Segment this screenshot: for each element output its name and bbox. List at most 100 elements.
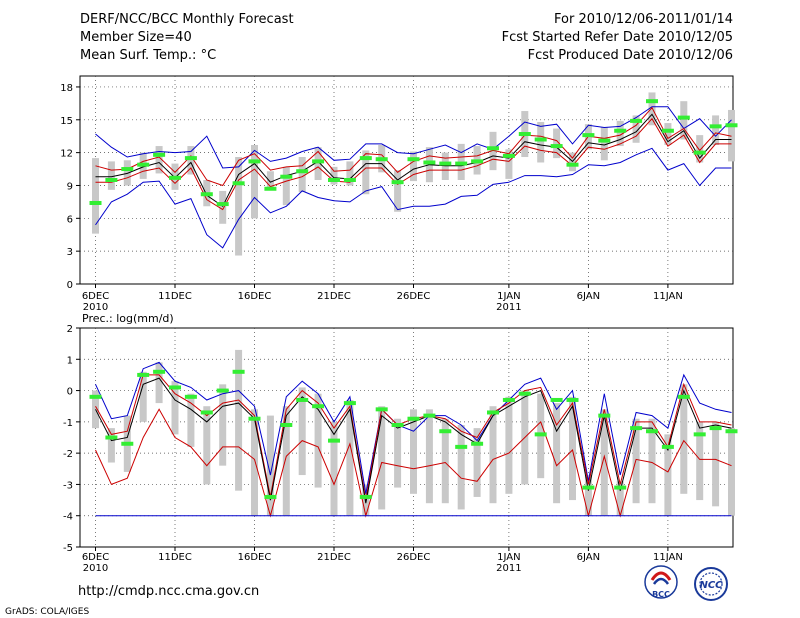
observed-marker	[359, 494, 372, 499]
x-tick-label: 11DEC	[158, 552, 192, 563]
spread-bar	[616, 120, 624, 147]
spread-bar	[600, 409, 608, 516]
x-tick-label: 6JAN	[577, 291, 600, 302]
spread-bar	[346, 399, 354, 516]
spread-bar	[664, 434, 672, 516]
spread-bar	[425, 409, 433, 504]
observed-marker	[502, 153, 515, 158]
observed-marker	[169, 175, 181, 180]
observed-marker	[359, 156, 372, 161]
spread-bar	[251, 144, 258, 219]
observed-marker	[328, 438, 340, 443]
spread-bar	[505, 149, 513, 179]
observed-marker	[264, 186, 277, 191]
observed-marker	[423, 160, 436, 165]
observed-marker	[677, 394, 690, 399]
spread-bar	[584, 475, 592, 516]
y-tick-label: -2	[63, 449, 73, 460]
observed-marker	[137, 162, 150, 167]
observed-marker	[534, 432, 547, 437]
footer-url[interactable]: http://cmdp.ncc.cma.gov.cn	[78, 584, 259, 599]
observed-marker	[646, 429, 658, 434]
spread-bar	[441, 152, 449, 180]
temp-panel-frame	[79, 75, 734, 285]
observed-marker	[264, 494, 277, 499]
x-tick-sublabel: 2010	[83, 563, 108, 574]
observed-marker	[137, 372, 150, 377]
x-tick-label: 16DEC	[238, 552, 272, 563]
spread-bar	[219, 190, 227, 224]
observed-marker	[709, 124, 722, 129]
header-line1-left: DERF/NCC/BCC Monthly Forecast	[80, 12, 294, 27]
spread-bar	[632, 115, 640, 143]
observed-marker	[232, 181, 245, 186]
observed-marker	[550, 144, 563, 149]
bcc-logo: BCC	[644, 565, 678, 599]
spread-bar	[203, 406, 211, 485]
observed-marker	[439, 161, 452, 166]
y-tick-label: 3	[67, 247, 73, 258]
x-tick-label: 26DEC	[397, 552, 431, 563]
y-tick-label: 6	[67, 214, 73, 225]
spread-bar	[680, 384, 688, 494]
x-tick-label: 21DEC	[317, 552, 351, 563]
x-tick-label: 6JAN	[577, 552, 600, 563]
x-tick-label: 16DEC	[238, 291, 272, 302]
observed-marker	[248, 159, 261, 164]
footer-credit: GrADS: COLA/IGES	[5, 607, 89, 617]
observed-marker	[407, 157, 420, 162]
spread-bar	[314, 393, 322, 488]
spread-bar	[235, 349, 243, 491]
observed-marker	[455, 444, 468, 449]
header-line3-right: Fcst Produced Date 2010/12/06	[528, 48, 733, 63]
observed-marker	[343, 401, 356, 406]
observed-marker	[709, 426, 722, 431]
y-tick-label: 2	[67, 324, 73, 335]
spread-bar	[171, 381, 179, 435]
observed-marker	[121, 441, 134, 446]
observed-marker	[598, 413, 611, 418]
spread-bar	[235, 157, 243, 256]
observed-marker	[614, 128, 627, 133]
y-tick-label: 1	[67, 355, 73, 366]
x-tick-label: 6DEC	[82, 552, 109, 563]
x-tick-label: 6DEC	[82, 291, 109, 302]
header-line3-left: Mean Surf. Temp.: °C	[80, 48, 216, 63]
observed-marker	[169, 385, 181, 390]
observed-marker	[280, 174, 293, 179]
observed-marker	[693, 150, 706, 155]
observed-marker	[693, 432, 706, 437]
y-tick-label: 9	[67, 181, 73, 192]
observed-marker	[439, 429, 452, 434]
spread-bar	[712, 421, 720, 507]
spread-bar	[378, 406, 386, 510]
spread-bar	[712, 115, 720, 145]
spread-bar	[298, 157, 306, 193]
observed-marker	[343, 178, 356, 182]
spread-bar	[616, 481, 624, 516]
observed-marker	[487, 146, 499, 151]
series-line-lower-bound	[95, 147, 732, 249]
y-tick-label: -1	[63, 418, 73, 429]
spread-bar	[155, 146, 163, 174]
series-line-upper-bound	[95, 106, 732, 169]
spread-bar	[107, 428, 115, 463]
observed-marker	[153, 369, 166, 374]
x-tick-sublabel: 2010	[83, 302, 108, 313]
observed-marker	[391, 422, 404, 427]
observed-marker	[518, 132, 531, 137]
observed-marker	[216, 388, 229, 393]
observed-marker	[471, 441, 484, 446]
spread-bar	[394, 170, 402, 212]
series-line-ensemble-min	[95, 117, 732, 211]
spread-bar	[600, 127, 608, 161]
observed-marker	[296, 169, 309, 174]
observed-marker	[566, 397, 579, 402]
observed-marker	[550, 397, 563, 402]
spread-bar	[553, 403, 561, 504]
spread-bar	[187, 393, 195, 447]
spread-bar	[648, 418, 656, 504]
header-line2-right: Fcst Started Refer Date 2010/12/05	[502, 30, 733, 45]
